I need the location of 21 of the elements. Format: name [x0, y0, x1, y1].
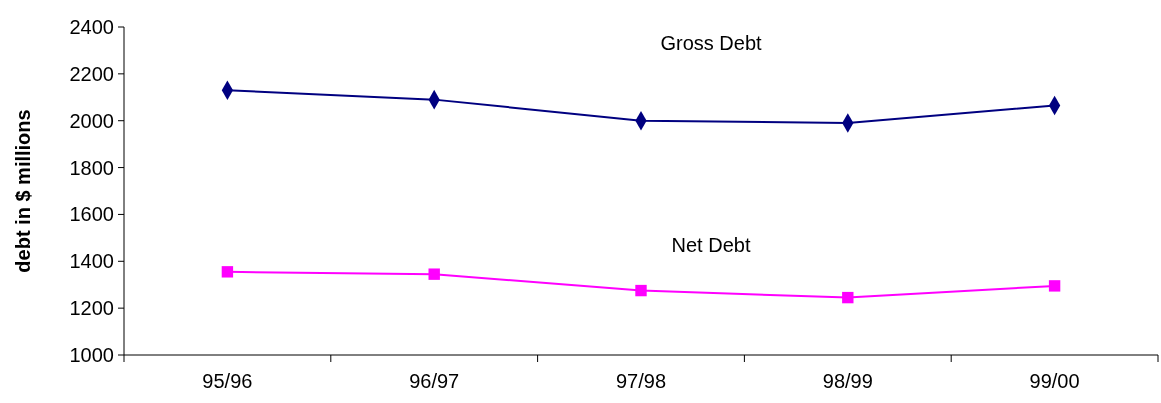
- y-tick-label: 1600: [69, 203, 114, 226]
- y-tick-label: 1200: [69, 297, 114, 320]
- y-tick-label: 1000: [69, 344, 114, 366]
- y-tick-label: 2200: [69, 62, 114, 85]
- y-axis-title: debt in $ millions: [12, 109, 34, 273]
- point: [428, 268, 440, 280]
- point: [221, 266, 234, 278]
- y-tick-label: 2000: [69, 109, 114, 132]
- point: [1048, 280, 1061, 292]
- x-tick-label: 98/99: [822, 370, 873, 392]
- y-tick-label: 2400: [69, 16, 114, 38]
- y-tick-label: 1800: [69, 156, 114, 179]
- series-label: Net Debt: [671, 233, 751, 256]
- y-tick-label: 1400: [69, 250, 114, 273]
- x-tick-label: 95/96: [202, 370, 253, 392]
- x-tick-label: 99/00: [1029, 370, 1080, 392]
- point: [635, 284, 647, 297]
- x-tick-label: 97/98: [615, 370, 667, 392]
- text: Gross Debt: [660, 32, 763, 55]
- point: [842, 291, 854, 304]
- x-tick-label: 96/97: [409, 370, 460, 392]
